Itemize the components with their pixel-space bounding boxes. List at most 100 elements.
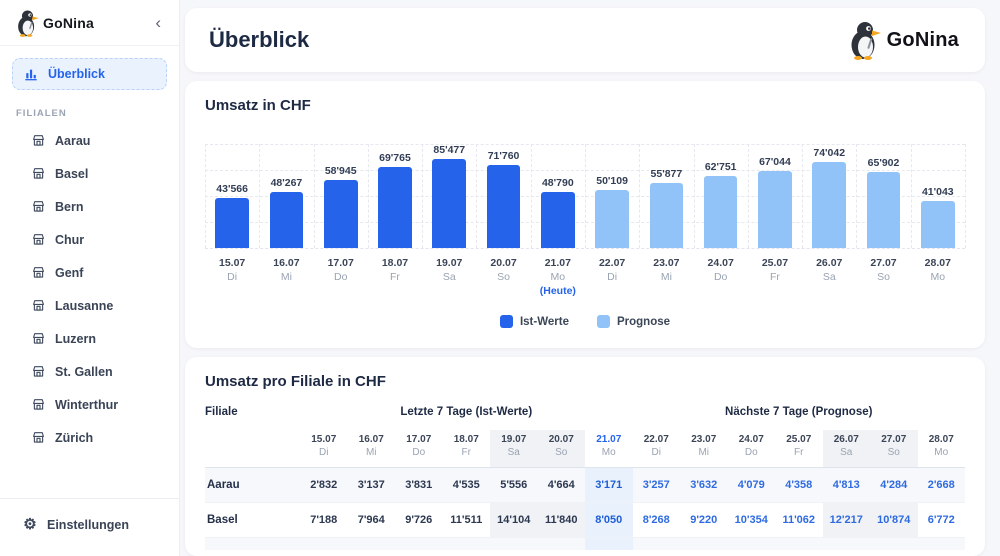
chart-slot: 85'477 bbox=[422, 144, 476, 248]
chart-bar[interactable] bbox=[812, 162, 847, 248]
chart-bar[interactable] bbox=[432, 159, 467, 248]
chart-bar[interactable] bbox=[703, 175, 738, 248]
chart-bar[interactable] bbox=[595, 190, 629, 248]
branch-revenue-table: Filiale Letzte 7 Tage (Ist-Werte) Nächste … bbox=[205, 406, 965, 550]
table-cell bbox=[775, 537, 823, 550]
col-header-weekday: Sa bbox=[507, 447, 520, 458]
sidebar-brand: GoNina bbox=[14, 9, 94, 37]
x-axis-label: 24.07 Do bbox=[694, 257, 748, 305]
table-header-empty bbox=[205, 430, 300, 468]
table-cell: 3'137 bbox=[347, 467, 395, 503]
sidebar-item-label: Einstellungen bbox=[47, 517, 129, 532]
store-icon bbox=[30, 232, 46, 247]
sidebar-item-label: Basel bbox=[55, 166, 89, 181]
sidebar-item-lausanne[interactable]: Lausanne bbox=[24, 290, 167, 321]
table-cell: 4'284 bbox=[870, 467, 918, 503]
table-cell: 2'832 bbox=[300, 467, 348, 503]
table-cell: 10'874 bbox=[870, 502, 918, 538]
col-header-date: 19.07 bbox=[501, 434, 527, 445]
table-cell: 3'171 bbox=[585, 467, 633, 503]
chart-slot: 58'945 bbox=[314, 144, 368, 248]
table-col-header: 23.07 Mi bbox=[680, 430, 728, 468]
chart-slot: 65'902 bbox=[856, 144, 910, 248]
legend-swatch bbox=[499, 315, 513, 328]
sidebar-item-genf[interactable]: Genf bbox=[24, 257, 167, 288]
gridline-vertical bbox=[693, 144, 695, 248]
gridline-vertical bbox=[313, 144, 315, 248]
col-header-date: 20.07 bbox=[548, 434, 574, 445]
table-row-aarau: Aarau 2'832 3'137 3'831 4'535 5'556 4'664 3'171… bbox=[205, 467, 965, 503]
table-col-header: 16.07 Mi bbox=[347, 430, 395, 468]
store-icon bbox=[30, 331, 46, 346]
chart-bar[interactable] bbox=[215, 197, 249, 248]
legend-swatch bbox=[596, 315, 610, 328]
gridline-vertical bbox=[965, 144, 966, 248]
col-header-date: 28.07 bbox=[928, 434, 954, 445]
chart-bar[interactable] bbox=[378, 167, 412, 248]
x-axis-weekday: Mi bbox=[280, 271, 292, 283]
chart-slot: 43'566 bbox=[205, 144, 259, 248]
sidebar-item-bern[interactable]: Bern bbox=[24, 191, 167, 222]
x-axis-label: 26.07 Sa bbox=[802, 257, 856, 305]
sidebar-item-ueberblick[interactable]: Überblick bbox=[12, 58, 167, 90]
chart-bar[interactable] bbox=[866, 171, 901, 248]
chart-bar[interactable] bbox=[486, 165, 521, 248]
col-header-weekday: So bbox=[555, 447, 568, 458]
x-axis-weekday: Mo bbox=[930, 271, 946, 283]
chart-bar[interactable] bbox=[920, 200, 955, 248]
sidebar-collapse-icon[interactable]: ‹ bbox=[155, 13, 161, 32]
gridline-vertical bbox=[422, 144, 424, 248]
sidebar: GoNina ‹ Überblick FILIALEN Aarau Basel Be… bbox=[0, 0, 180, 556]
table-cell bbox=[395, 537, 443, 550]
table-col-header: 24.07 Do bbox=[727, 430, 775, 468]
sidebar-item-luzern[interactable]: Luzern bbox=[24, 323, 167, 354]
x-axis-label: 20.07 So bbox=[476, 257, 530, 305]
chart-bar[interactable] bbox=[758, 170, 792, 248]
chart-legend: Ist-Werte Prognose bbox=[205, 315, 965, 328]
store-icon bbox=[30, 265, 46, 280]
table-cell: 4'664 bbox=[537, 467, 585, 503]
gridline-vertical bbox=[856, 144, 858, 248]
bar-value-label: 43'566 bbox=[216, 182, 248, 195]
store-icon bbox=[30, 133, 46, 148]
sidebar-item-zurich[interactable]: Zürich bbox=[24, 422, 167, 453]
legend-label: Prognose bbox=[616, 315, 671, 328]
x-axis-weekday: So bbox=[497, 271, 510, 283]
table-cell: 3'632 bbox=[680, 467, 728, 503]
x-axis-date: 19.07 bbox=[436, 257, 463, 269]
legend-item: Ist-Werte bbox=[499, 315, 569, 328]
chart-title: Umsatz in CHF bbox=[205, 97, 311, 114]
store-icon bbox=[30, 397, 46, 412]
bar-value-label: 50'109 bbox=[596, 175, 628, 188]
table-cell bbox=[490, 537, 538, 550]
table-cell: 14'104 bbox=[490, 502, 538, 538]
table-cell bbox=[870, 537, 918, 550]
table-col-header: 26.07 Sa bbox=[822, 430, 870, 468]
col-header-date: 22.07 bbox=[643, 434, 669, 445]
table-cell: 9'220 bbox=[680, 502, 728, 538]
sidebar-item-aarau[interactable]: Aarau bbox=[24, 125, 167, 156]
sidebar-item-st-gallen[interactable]: St. Gallen bbox=[24, 356, 167, 387]
sidebar-item-basel[interactable]: Basel bbox=[24, 158, 167, 189]
chart-bar[interactable] bbox=[323, 179, 358, 248]
chart-slot: 62'751 bbox=[694, 144, 748, 248]
sidebar-item-chur[interactable]: Chur bbox=[24, 224, 167, 255]
chart-x-axis: 15.07 Di 16.07 Mi 17.07 Do 18.07 Fr 19.07 Sa 20.07… bbox=[205, 257, 965, 305]
chart-slot: 69'765 bbox=[368, 144, 422, 248]
x-axis-weekday: Sa bbox=[822, 271, 836, 283]
sidebar-item-einstellungen[interactable]: ⚙ Einstellungen bbox=[12, 509, 167, 540]
legend-label: Ist-Werte bbox=[519, 315, 569, 328]
brand-name: GoNina bbox=[886, 28, 959, 51]
sidebar-item-label: St. Gallen bbox=[55, 364, 113, 379]
chart-slot: 50'109 bbox=[585, 144, 639, 248]
chart-bar[interactable] bbox=[541, 191, 575, 248]
table-cell bbox=[917, 537, 965, 550]
sidebar-item-winterthur[interactable]: Winterthur bbox=[24, 389, 167, 420]
col-header-date: 15.07 bbox=[311, 434, 337, 445]
table-cell: 7'964 bbox=[347, 502, 395, 538]
chart-bar[interactable] bbox=[649, 183, 684, 248]
chart-bar[interactable] bbox=[269, 192, 304, 248]
table-cell: 2'668 bbox=[917, 467, 965, 503]
sidebar-item-label: Genf bbox=[55, 265, 84, 280]
table-col-header: 18.07 Fr bbox=[442, 430, 490, 468]
